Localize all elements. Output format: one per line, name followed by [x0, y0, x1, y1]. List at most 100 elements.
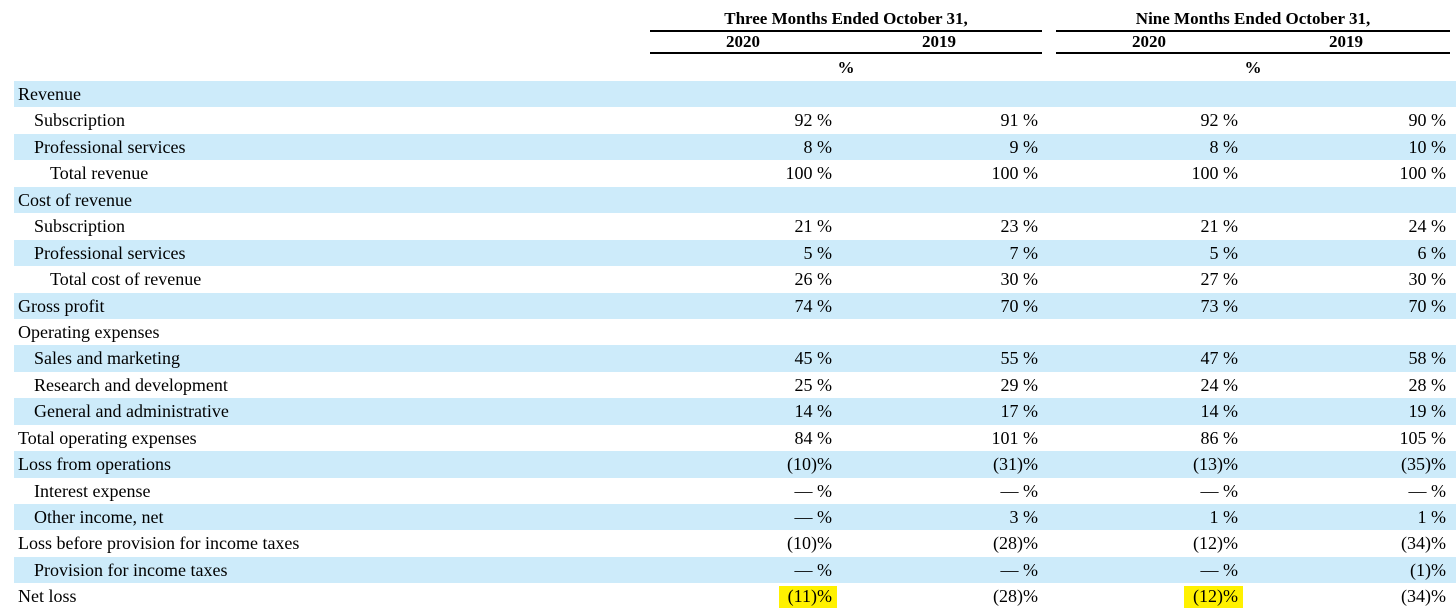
value-cell: 10 % [1408, 136, 1447, 157]
label-column-spacer [14, 54, 650, 81]
table-row: Subscription 92 % 91 % 92 % 90 % [14, 107, 1456, 133]
value-cell: 47 % [1200, 348, 1239, 369]
row-label: Cost of revenue [18, 189, 132, 210]
label-column-spacer [14, 32, 650, 54]
value-cell: 9 % [1009, 136, 1039, 157]
value-cell [1056, 187, 1242, 213]
value-cell: 58 % [1408, 348, 1447, 369]
value-cell: 26 % [794, 269, 833, 290]
value-cell: 21 % [794, 216, 833, 237]
year-group-three-months: 2020 2019 [650, 32, 1042, 54]
column-gap [1042, 160, 1056, 186]
year-group-nine-months: 2020 2019 [1056, 32, 1450, 54]
value-cell [1242, 81, 1450, 107]
value-cell: 90 % [1408, 110, 1447, 131]
value-cell: 25 % [794, 374, 833, 395]
value-cell: 5 % [803, 242, 833, 263]
value-cell: — % [794, 559, 833, 580]
value-cell: 74 % [794, 295, 833, 316]
value-cell: 45 % [794, 348, 833, 369]
table-row: Operating expenses [14, 319, 1456, 345]
year-header: 2019 [922, 32, 956, 51]
row-label: Professional services [34, 136, 186, 157]
column-gap [1042, 187, 1056, 213]
table-row: Loss before provision for income taxes (1… [14, 530, 1456, 556]
value-cell: 6 % [1417, 242, 1447, 263]
table-row: Total revenue 100 % 100 % 100 % 100 % [14, 160, 1456, 186]
row-label: Other income, net [34, 507, 164, 527]
row-label: Subscription [34, 216, 126, 237]
value-cell [650, 319, 836, 345]
value-cell: 1 % [1209, 507, 1239, 527]
column-gap [1042, 557, 1056, 583]
value-cell [836, 319, 1042, 345]
highlight-marker: (11)% [778, 586, 837, 609]
value-cell: 8 % [1209, 136, 1239, 157]
value-cell [1056, 319, 1242, 345]
percent-unit-header: % [837, 58, 855, 77]
value-cell: 5 % [1209, 242, 1239, 263]
row-label: Net loss [18, 586, 77, 607]
value-cell: 100 % [1399, 163, 1447, 184]
table-row: Provision for income taxes — % — % — % (1)% [14, 556, 1456, 584]
table-row: Total operating expenses 84 % 101 % 86 % 105… [14, 425, 1456, 451]
column-gap [1042, 504, 1056, 530]
value-cell: (1)% [1410, 559, 1446, 580]
row-label: Total operating expenses [18, 427, 197, 448]
value-cell: 24 % [1200, 374, 1239, 395]
value-cell: 7 % [1009, 242, 1039, 263]
table-row: Other income, net — % 3 % 1 % 1 % [14, 504, 1456, 531]
column-gap [1042, 134, 1056, 160]
row-label: Total cost of revenue [50, 269, 202, 290]
value-cell: 8 % [803, 136, 833, 157]
year-header: 2020 [726, 32, 760, 51]
value-cell: 100 % [785, 163, 833, 184]
unit-header-row: % % [14, 54, 1456, 81]
value-cell: 70 % [1000, 295, 1039, 316]
row-label: Operating expenses [18, 321, 160, 342]
column-gap [1042, 8, 1056, 32]
value-cell: (10)% [787, 533, 832, 554]
table-row: Gross profit 74 % 70 % 73 % 70 % [14, 292, 1456, 319]
row-label: Revenue [18, 84, 81, 104]
value-cell: 100 % [991, 163, 1039, 184]
column-gap [1042, 583, 1056, 609]
year-header: 2020 [1132, 32, 1166, 51]
year-header: 2019 [1329, 32, 1363, 51]
column-gap [1042, 451, 1056, 477]
row-label: Gross profit [18, 295, 105, 316]
table-row: Total cost of revenue 26 % 30 % 27 % 30 % [14, 266, 1456, 292]
table-row: Professional services 5 % 7 % 5 % 6 % [14, 239, 1456, 267]
value-cell: (28)% [993, 586, 1038, 607]
value-cell: 30 % [1000, 269, 1039, 290]
value-cell [1242, 319, 1450, 345]
table-row: Sales and marketing 45 % 55 % 47 % 58 % [14, 345, 1456, 372]
column-gap [1042, 425, 1056, 451]
value-cell: 92 % [1200, 110, 1239, 131]
year-header-row: 2020 2019 2020 2019 [14, 32, 1456, 54]
value-cell: — % [1000, 559, 1039, 580]
value-cell: — % [1200, 559, 1239, 580]
column-gap [1042, 240, 1056, 266]
value-cell: (12)% [1193, 533, 1238, 554]
value-cell: (13)% [1193, 454, 1238, 475]
percent-unit-header: % [1244, 58, 1262, 77]
row-label: Professional services [34, 242, 186, 263]
value-cell: 24 % [1408, 216, 1447, 237]
value-cell: 14 % [1200, 401, 1239, 422]
column-gap [1042, 478, 1056, 504]
column-gap [1042, 319, 1056, 345]
table-row: Research and development 25 % 29 % 24 % 28 % [14, 372, 1456, 398]
table-row: Subscription 21 % 23 % 21 % 24 % [14, 213, 1456, 239]
value-cell: (11)% [650, 583, 837, 609]
column-gap [1042, 54, 1056, 81]
table-row: Net loss (11)% (28)% (12)% (34)% [14, 583, 1456, 609]
value-cell: 19 % [1408, 401, 1447, 422]
value-cell: 27 % [1200, 269, 1239, 290]
value-cell: (31)% [993, 454, 1038, 475]
column-gap [1042, 32, 1056, 54]
value-cell: (34)% [1401, 533, 1446, 554]
value-cell: — % [794, 480, 833, 501]
value-cell: 101 % [991, 427, 1039, 448]
value-cell: 84 % [794, 427, 833, 448]
